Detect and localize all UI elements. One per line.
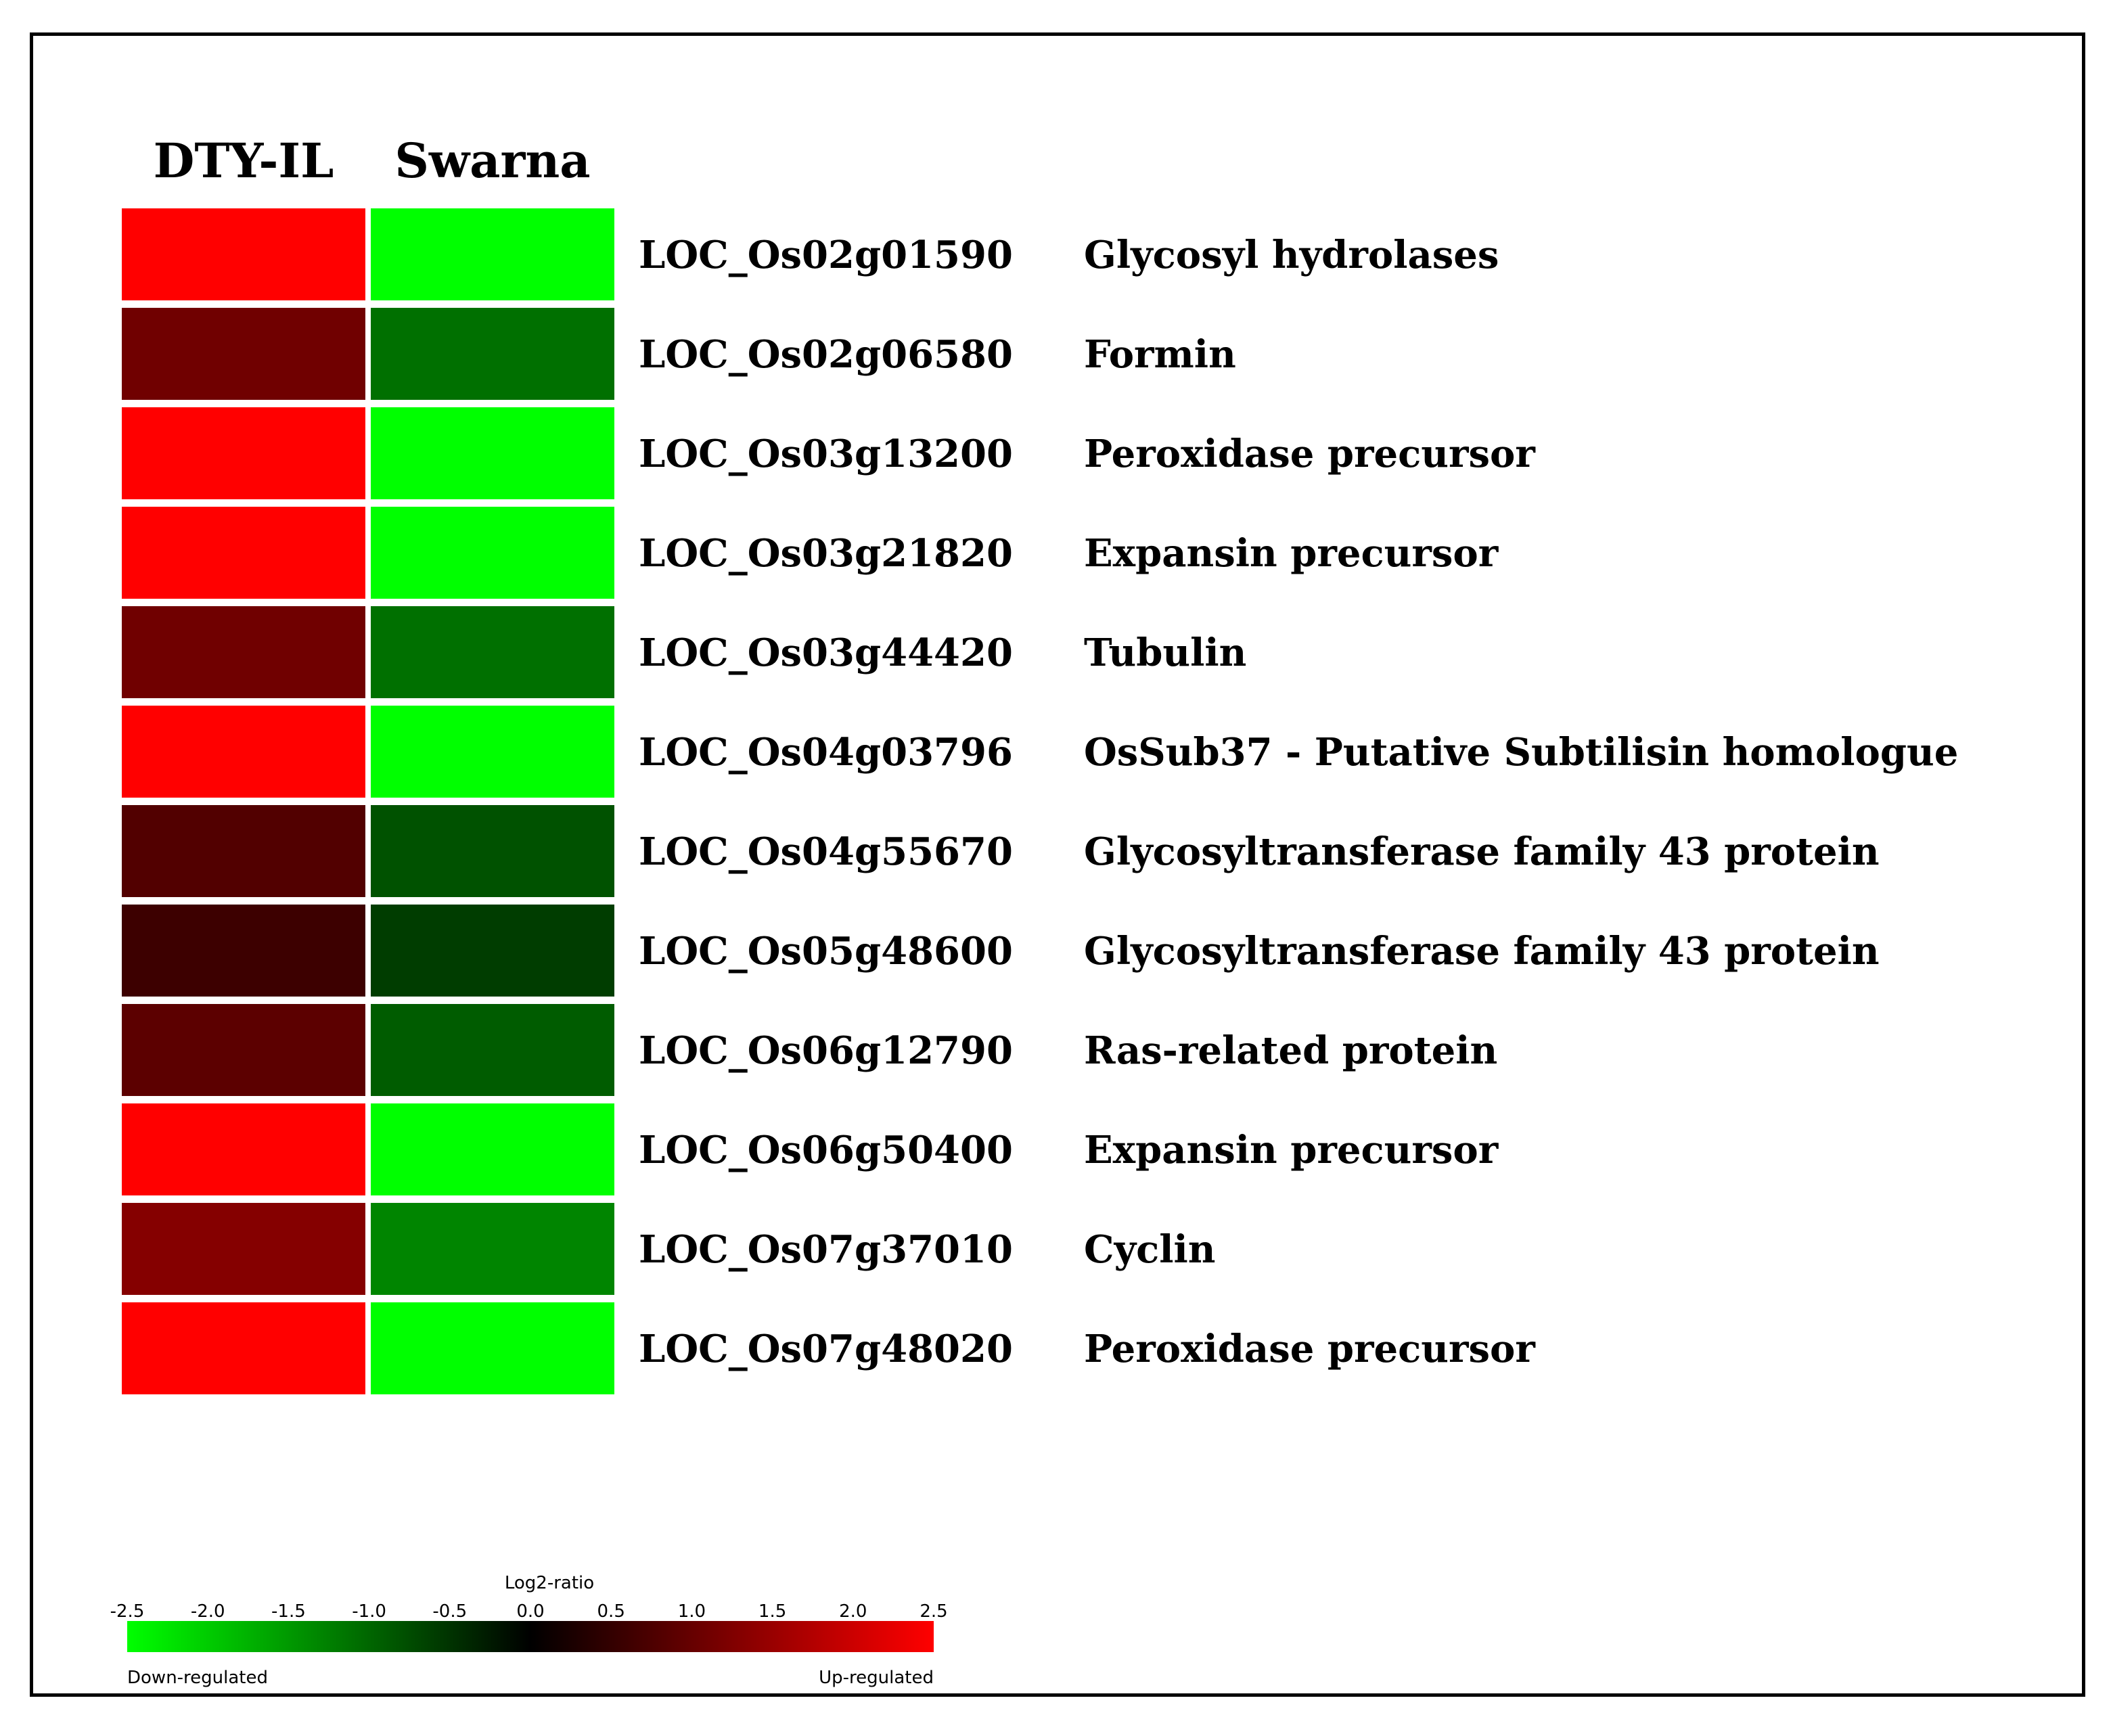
heatmap-cell-r8-c0 xyxy=(122,1004,365,1096)
gene-id-label: LOC_Os06g12790 xyxy=(639,1028,1013,1073)
gene-id-label: LOC_Os05g48600 xyxy=(639,929,1013,974)
heatmap-cell-r7-c1 xyxy=(371,905,614,997)
gene-description-label: OsSub37 - Putative Subtilisin homologue xyxy=(1084,730,1958,775)
color-scale-tick-label: -2.0 xyxy=(191,1601,225,1622)
heatmap-cell-r10-c1 xyxy=(371,1203,614,1295)
color-scale-tick-label: -0.5 xyxy=(432,1601,467,1622)
gene-id-label: LOC_Os04g03796 xyxy=(639,730,1013,775)
heatmap-cells xyxy=(122,208,614,1394)
color-scale-bar xyxy=(127,1621,934,1652)
gene-description-label: Expansin precursor xyxy=(1084,1128,1499,1172)
heatmap-cell-r4-c0 xyxy=(122,606,365,698)
color-scale-tick-label: 0.5 xyxy=(597,1601,625,1622)
heatmap-cell-r2-c0 xyxy=(122,407,365,499)
heatmap-cell-r11-c0 xyxy=(122,1302,365,1394)
gene-id-label: LOC_Os03g13200 xyxy=(639,432,1013,476)
color-scale-ticks: -2.5 -2.0 -1.5 -1.0 -0.5 0.0 0.5 1.0 1.5 2.0 2.5 xyxy=(110,1601,948,1622)
up-regulated-label: Up-regulated xyxy=(819,1668,934,1688)
heatmap-cell-r0-c1 xyxy=(371,208,614,300)
gene-id-label: LOC_Os03g44420 xyxy=(639,631,1013,675)
gene-description-label: Tubulin xyxy=(1084,631,1246,675)
gene-id-label: LOC_Os04g55670 xyxy=(639,829,1013,874)
color-scale-legend: Log2-ratio -2.5 -2.0 -1.5 -1.0 -0.5 0.0 0.5 1.0… xyxy=(110,1573,948,1688)
gene-description-label: Glycosyltransferase family 43 protein xyxy=(1084,829,1880,874)
heatmap-cell-r8-c1 xyxy=(371,1004,614,1096)
color-scale-title: Log2-ratio xyxy=(505,1573,594,1593)
gene-id-label: LOC_Os03g21820 xyxy=(639,531,1013,576)
heatmap-cell-r6-c1 xyxy=(371,805,614,897)
color-scale-tick-label: -1.5 xyxy=(271,1601,306,1622)
column-header-0: DTY-IL xyxy=(154,133,334,189)
figure-frame xyxy=(30,32,2085,1697)
gene-description-label: Peroxidase precursor xyxy=(1084,1327,1536,1371)
color-scale-tick-label: 2.0 xyxy=(839,1601,867,1622)
heatmap-cell-r2-c1 xyxy=(371,407,614,499)
row-labels: LOC_Os02g01590 Glycosyl hydrolases LOC_Os0… xyxy=(639,233,1958,1371)
gene-id-label: LOC_Os02g01590 xyxy=(639,233,1013,277)
heatmap-cell-r3-c1 xyxy=(371,507,614,599)
heatmap-cell-r7-c0 xyxy=(122,905,365,997)
heatmap-cell-r0-c0 xyxy=(122,208,365,300)
gene-description-label: Cyclin xyxy=(1084,1227,1215,1272)
heatmap-cell-r5-c0 xyxy=(122,706,365,798)
heatmap-cell-r11-c1 xyxy=(371,1302,614,1394)
heatmap-cell-r1-c1 xyxy=(371,308,614,400)
heatmap-cell-r5-c1 xyxy=(371,706,614,798)
column-headers: DTY-IL Swarna xyxy=(154,133,591,189)
gene-description-label: Ras-related protein xyxy=(1084,1028,1497,1073)
color-scale-tick-label: 0.0 xyxy=(516,1601,544,1622)
heatmap-cell-r9-c1 xyxy=(371,1103,614,1195)
gene-description-label: Glycosyl hydrolases xyxy=(1084,233,1499,277)
color-scale-tick-label: -2.5 xyxy=(110,1601,145,1622)
gene-description-label: Glycosyltransferase family 43 protein xyxy=(1084,929,1880,974)
gene-description-label: Formin xyxy=(1084,332,1236,377)
color-scale-tick-label: 2.5 xyxy=(920,1601,947,1622)
heatmap-cell-r3-c0 xyxy=(122,507,365,599)
gene-id-label: LOC_Os07g48020 xyxy=(639,1327,1013,1371)
column-header-1: Swarna xyxy=(394,133,590,189)
heatmap-cell-r9-c0 xyxy=(122,1103,365,1195)
heatmap-cell-r10-c0 xyxy=(122,1203,365,1295)
heatmap-cell-r4-c1 xyxy=(371,606,614,698)
gene-id-label: LOC_Os02g06580 xyxy=(639,332,1013,377)
gene-id-label: LOC_Os07g37010 xyxy=(639,1227,1013,1272)
gene-description-label: Expansin precursor xyxy=(1084,531,1499,576)
color-scale-tick-label: 1.5 xyxy=(758,1601,786,1622)
color-scale-tick-label: -1.0 xyxy=(352,1601,386,1622)
gene-id-label: LOC_Os06g50400 xyxy=(639,1128,1013,1172)
color-scale-tick-label: 1.0 xyxy=(678,1601,706,1622)
heatmap-cell-r6-c0 xyxy=(122,805,365,897)
heatmap-cell-r1-c0 xyxy=(122,308,365,400)
gene-description-label: Peroxidase precursor xyxy=(1084,432,1536,476)
down-regulated-label: Down-regulated xyxy=(127,1668,268,1688)
